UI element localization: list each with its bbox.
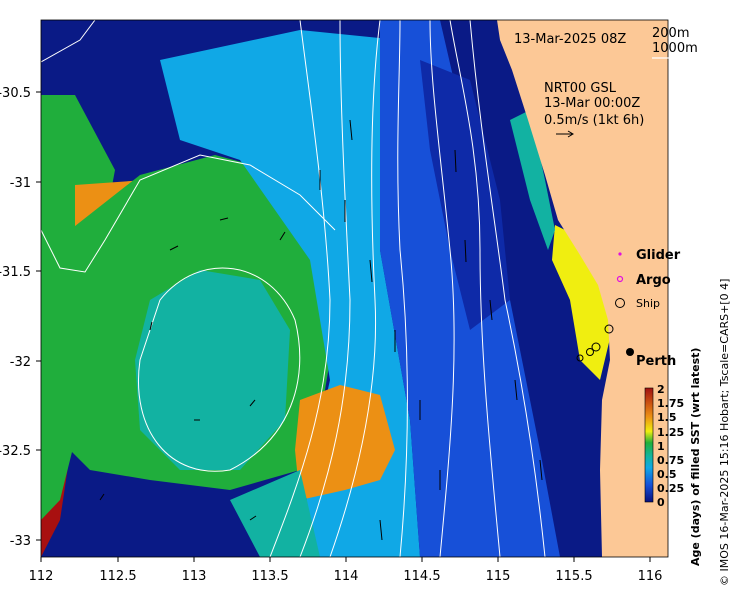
scale-arrow (556, 130, 574, 138)
x-tick: 115.5 (555, 569, 592, 584)
x-tick: 114.5 (403, 569, 440, 584)
legend-ship: Ship (636, 297, 660, 310)
perth-marker (626, 348, 634, 356)
colorbar-title: Age (days) of filled SST (wrt latest) (689, 348, 702, 566)
plot-frame (40, 19, 669, 558)
y-tick: -32 (10, 355, 31, 370)
current-model-label: NRT00 GSL (544, 81, 617, 96)
y-tick: -33 (10, 534, 31, 549)
cb-tick: 1.25 (657, 426, 684, 439)
y-tick: -32.5 (0, 444, 31, 459)
y-axis-ticks: -30.5 -31 -31.5 -32 -32.5 -33 (0, 86, 31, 549)
x-tick: 114 (334, 569, 359, 584)
x-axis-ticks: 112 112.5 113 113.5 114 114.5 115 115.5 … (29, 569, 663, 584)
cb-tick: 0.25 (657, 482, 684, 495)
cb-tick: 0.5 (657, 468, 677, 481)
credit-text: © IMOS 16-Mar-2025 15:16 Hobart; Tscale=… (718, 279, 731, 586)
coastal-yellow (552, 225, 612, 380)
contour-label-200m: 200m (652, 26, 689, 41)
current-vectors (99, 119, 543, 541)
place-perth: Perth (636, 354, 676, 369)
cb-tick: 1.5 (657, 411, 677, 424)
teal-eddy-core (135, 270, 290, 470)
x-tick: 116 (638, 569, 663, 584)
x-tick: 112.5 (99, 569, 136, 584)
argo-marker (616, 275, 624, 283)
cb-tick: 2 (657, 383, 665, 396)
cb-tick: 0.75 (657, 454, 684, 467)
current-time-label: 13-Mar 00:00Z (544, 96, 640, 111)
legend-argo: Argo (636, 273, 671, 288)
glider-marker (618, 252, 622, 256)
cb-tick: 0 (657, 496, 665, 509)
cb-tick: 1 (657, 440, 665, 453)
colorbar-ticks: 2 1.75 1.5 1.25 1 0.75 0.5 0.25 0 (657, 383, 684, 509)
y-tick: -30.5 (0, 86, 31, 101)
y-tick: -31.5 (0, 265, 31, 280)
sst-field (41, 20, 668, 557)
date-label: 13-Mar-2025 08Z (514, 32, 626, 47)
cb-tick: 1.75 (657, 397, 684, 410)
current-scale-label: 0.5m/s (1kt 6h) (544, 113, 644, 128)
land-western-australia (497, 20, 668, 557)
contours (41, 20, 546, 557)
contour-label-1000m: 1000m (652, 41, 698, 56)
y-tick: -31 (10, 176, 31, 191)
ship-marker (615, 298, 625, 308)
ship-track (576, 324, 614, 362)
legend-glider: Glider (636, 248, 681, 263)
x-tick: 113 (182, 569, 207, 584)
x-tick: 112 (29, 569, 54, 584)
x-tick: 115 (486, 569, 511, 584)
x-tick: 113.5 (251, 569, 288, 584)
colorbar (644, 387, 654, 503)
orange-region-central (295, 385, 395, 500)
